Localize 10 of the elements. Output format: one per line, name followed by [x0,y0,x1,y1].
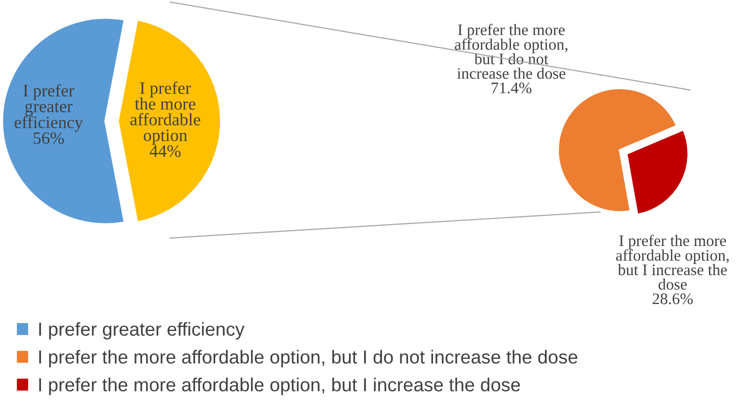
data-label: 28.6% [652,293,693,304]
data-label: 71.4% [492,82,532,94]
slice-label: I prefer greater efficiency [14,84,84,132]
slice-label: I prefer the more affordable option, but I increase the dose [616,234,729,290]
legend-label: I prefer greater efficiency [39,322,245,340]
data-label: 56% [34,132,64,144]
legend-label: I prefer the more affordable option, but I do not increase the dose [39,350,578,368]
data-label: 44% [150,145,181,157]
slice-label: I prefer the more affordable option [130,82,200,145]
legend-label: I prefer the more affordable option, but I increase the dose [39,378,520,396]
